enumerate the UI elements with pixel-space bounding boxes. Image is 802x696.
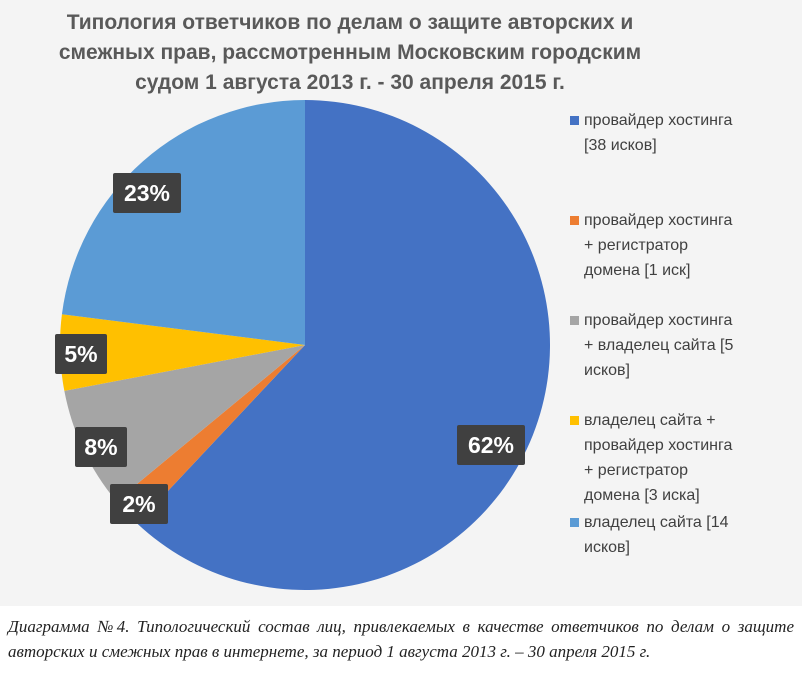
legend-swatch xyxy=(570,316,579,325)
legend-swatch xyxy=(570,216,579,225)
legend-item-2: провайдер хостинга + регистратор домена [1… xyxy=(570,208,795,283)
legend-item-3: провайдер хостинга + владелец сайта [5 иск… xyxy=(570,308,795,383)
legend-label: провайдер хостинга + регистратор домена [1… xyxy=(584,212,733,279)
legend-label: провайдер хостинга + владелец сайта [5 иск… xyxy=(584,312,734,379)
pie-slice-1 xyxy=(137,100,551,591)
legend-swatch xyxy=(570,116,579,125)
slice-label-4: 5% xyxy=(55,334,107,374)
slice-label-1: 62% xyxy=(457,425,525,465)
legend-item-4: владелец сайта + провайдер хостинга + реги… xyxy=(570,408,795,508)
legend-swatch xyxy=(570,416,579,425)
legend-label: владелец сайта [14 исков] xyxy=(584,514,729,556)
legend-item-1: провайдер хостинга [38 исков] xyxy=(570,108,795,158)
slice-label-3: 8% xyxy=(75,427,127,467)
pie-slice-4 xyxy=(59,314,305,391)
legend-label: провайдер хостинга [38 исков] xyxy=(584,112,733,154)
figure-caption: Диаграмма №4. Типологический состав лиц,… xyxy=(8,617,794,661)
chart-title: Типология ответчиков по делам о защите а… xyxy=(58,11,642,94)
slice-label-2: 2% xyxy=(110,484,168,524)
legend-label: владелец сайта + провайдер хостинга + реги… xyxy=(584,412,733,504)
legend-item-5: владелец сайта [14 исков] xyxy=(570,510,795,560)
pie-slice-2 xyxy=(116,345,305,524)
pie-slice-5 xyxy=(61,100,305,345)
legend-swatch xyxy=(570,518,579,527)
chart-panel: Типология ответчиков по делам о защите а… xyxy=(0,0,802,606)
slice-label-5: 23% xyxy=(113,173,181,213)
